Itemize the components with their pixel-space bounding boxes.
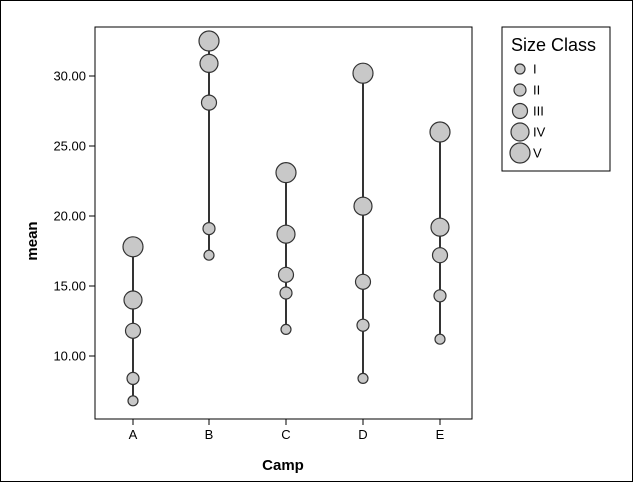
legend-label-iv: IV xyxy=(533,125,546,140)
data-point-class-iii xyxy=(431,247,449,264)
x-tick-label: C xyxy=(281,427,290,442)
legend-marker-iii xyxy=(511,102,529,120)
data-point-class-v xyxy=(429,121,451,143)
y-tick-label: 10.00 xyxy=(53,349,86,364)
legend-marker-ii xyxy=(513,83,527,97)
data-point-class-v xyxy=(352,62,374,84)
data-point-class-v xyxy=(275,162,297,184)
data-point-class-iv xyxy=(199,53,219,74)
data-point-class-i xyxy=(357,372,369,384)
data-point-class-iii xyxy=(124,322,142,339)
plot-area: 10.00 15.00 20.00 25.00 30.00 A B C D E xyxy=(53,26,473,442)
y-axis-title: mean xyxy=(24,221,41,260)
data-point-class-i xyxy=(434,333,446,345)
y-tick-label: 25.00 xyxy=(53,139,86,154)
legend-title: Size Class xyxy=(511,35,596,55)
y-tick-label: 20.00 xyxy=(53,209,86,224)
data-point-class-iii xyxy=(354,273,372,290)
data-point-class-iv xyxy=(276,224,296,244)
data-point-class-v xyxy=(122,236,144,258)
data-point-class-iv xyxy=(430,217,450,237)
legend-label-v: V xyxy=(533,146,542,161)
legend-marker-iv xyxy=(510,122,530,142)
data-point-class-iii xyxy=(200,94,218,111)
x-tick-label: D xyxy=(358,427,367,442)
legend-marker-v xyxy=(509,142,531,164)
legend-label-ii: II xyxy=(533,83,540,98)
legend-label-i: I xyxy=(533,62,537,77)
data-point-class-ii xyxy=(433,289,447,303)
x-tick-label: A xyxy=(129,427,138,442)
data-point-class-ii xyxy=(356,318,370,332)
x-tick-label: B xyxy=(205,427,214,442)
data-point-class-i xyxy=(127,395,139,407)
data-point-class-ii xyxy=(126,371,140,385)
data-point-class-v xyxy=(198,30,220,52)
legend-marker-i xyxy=(514,63,526,75)
data-point-class-ii xyxy=(279,286,293,300)
data-point-class-i xyxy=(280,323,292,335)
plot-border xyxy=(94,26,473,420)
data-point-class-iii xyxy=(277,266,295,283)
x-tick-label: E xyxy=(436,427,445,442)
data-point-class-ii xyxy=(202,222,216,236)
y-tick-label: 30.00 xyxy=(53,69,86,84)
data-point-class-iv xyxy=(353,196,373,216)
x-axis-title: Camp xyxy=(262,457,304,474)
y-tick-label: 15.00 xyxy=(53,279,86,294)
data-point-class-iv xyxy=(123,290,143,310)
data-point-class-i xyxy=(203,249,215,261)
legend-label-iii: III xyxy=(533,104,544,119)
